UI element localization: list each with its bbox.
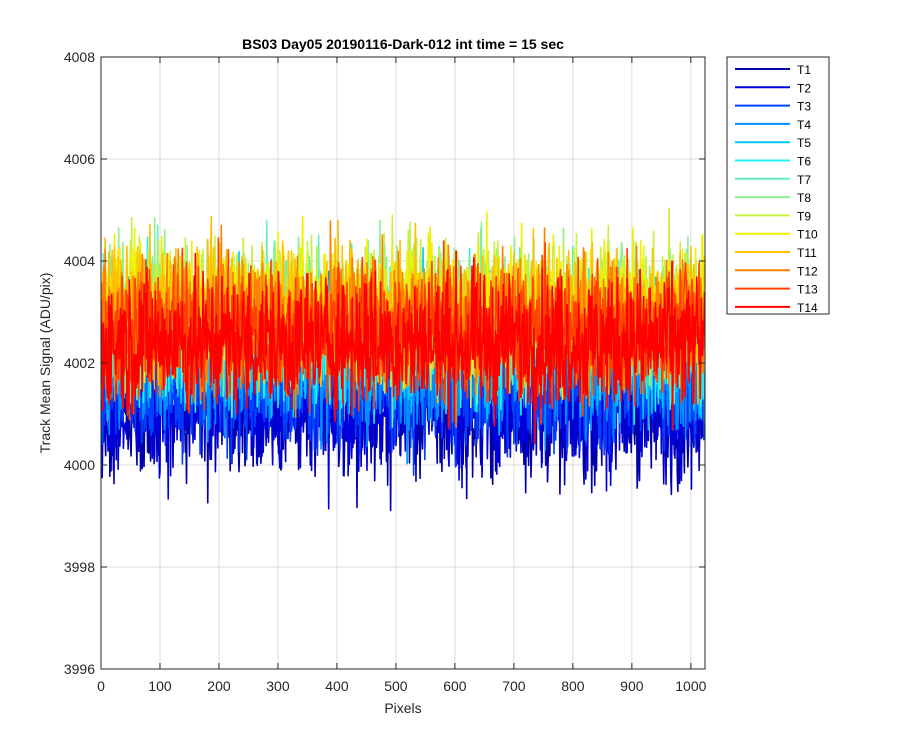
legend-label: T6: [797, 155, 811, 169]
legend-label: T5: [797, 136, 811, 150]
legend-label: T11: [797, 246, 817, 260]
legend-label: T13: [797, 283, 818, 297]
legend: T1 T2 T3 T4 T5 T6 T7 T8 T9 T10 T11 T12 T13 T14: [726, 56, 830, 315]
y-tick-label: 3998: [64, 559, 95, 575]
y-tick-label: 4008: [64, 49, 95, 65]
x-tick-label: 600: [443, 678, 467, 694]
x-tick-label: 200: [207, 678, 231, 694]
legend-label: T8: [797, 191, 811, 205]
x-tick-label: 700: [502, 678, 526, 694]
legend-label: T1: [797, 63, 811, 77]
legend-label: T7: [797, 173, 811, 187]
legend-label: T12: [797, 264, 818, 278]
series-line-t14: [101, 250, 705, 445]
x-tick-label: 0: [97, 678, 105, 694]
series-layer: [101, 207, 705, 512]
y-axis-label: Track Mean Signal (ADU/pix): [37, 273, 53, 454]
x-tick-label: 800: [561, 678, 585, 694]
x-tick-label: 400: [325, 678, 349, 694]
chart-title: BS03 Day05 20190116-Dark-012 int time = …: [242, 36, 564, 52]
y-tick-label: 3996: [64, 661, 95, 677]
y-tick-label: 4000: [64, 457, 95, 473]
x-axis-label: Pixels: [384, 700, 421, 716]
axis-ticks: 0 100 200 300 400 500 600 700 800 900 1000 3996 3998…: [64, 49, 707, 694]
y-tick-label: 4006: [64, 151, 95, 167]
legend-label: T14: [797, 301, 818, 315]
legend-label: T4: [797, 118, 811, 132]
y-tick-label: 4004: [64, 253, 95, 269]
x-tick-label: 1000: [675, 678, 706, 694]
legend-label: T9: [797, 209, 811, 223]
x-tick-label: 500: [384, 678, 408, 694]
legend-label: T3: [797, 100, 811, 114]
x-tick-label: 300: [266, 678, 290, 694]
legend-label: T10: [797, 228, 818, 242]
y-tick-label: 4002: [64, 355, 95, 371]
x-tick-label: 900: [620, 678, 644, 694]
x-tick-label: 100: [148, 678, 172, 694]
legend-label: T2: [797, 81, 811, 95]
